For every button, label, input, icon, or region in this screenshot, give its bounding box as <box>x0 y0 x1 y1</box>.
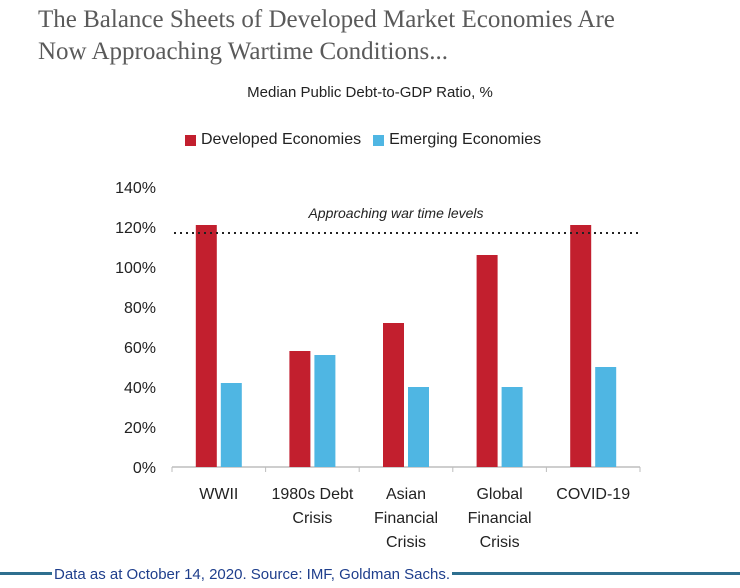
legend-swatch-emerging <box>373 134 385 146</box>
x-category-label: Global <box>476 486 522 503</box>
legend-label-developed: Developed Economies <box>201 131 362 148</box>
legend-label-emerging: Emerging Economies <box>389 131 542 148</box>
y-tick-label: 100% <box>115 260 156 277</box>
x-category-label: Crisis <box>386 534 426 551</box>
y-tick-label: 0% <box>133 460 156 477</box>
x-category-label: 1980s Debt <box>271 486 353 503</box>
y-tick-label: 40% <box>124 380 156 397</box>
bar-emerging <box>595 367 617 467</box>
legend-item-emerging: Emerging Economies <box>373 131 541 149</box>
bar-developed <box>195 225 217 467</box>
bar-developed <box>383 323 404 467</box>
title-line-2: Now Approaching Wartime Conditions... <box>38 38 448 65</box>
y-tick-label: 120% <box>115 220 156 237</box>
legend-swatch-developed <box>185 134 196 146</box>
x-category-label: WWII <box>199 486 238 503</box>
x-category-label: Crisis <box>292 510 332 527</box>
bar-emerging <box>314 355 336 467</box>
x-category-label: COVID-19 <box>556 486 630 503</box>
x-category-label: Financial <box>468 510 532 527</box>
reference-line-label: Approaching war time levels <box>307 205 483 221</box>
x-category-label: Crisis <box>480 534 520 551</box>
x-category-label: Financial <box>374 510 438 527</box>
bar-chart: 0% 20% 40% 60% 80% 100% 120% 140% WWII 1980s Debt… <box>115 180 641 551</box>
bar-developed <box>570 225 592 467</box>
source-note: Data as at October 14, 2020. Source: IMF… <box>52 566 453 583</box>
y-tick-label: 60% <box>124 340 156 357</box>
title-line-1: The Balance Sheets of Developed Market E… <box>38 6 615 33</box>
bar-developed <box>289 351 311 467</box>
bar-emerging <box>501 387 523 467</box>
y-tick-label: 140% <box>115 180 156 197</box>
y-tick-label: 20% <box>124 420 156 437</box>
bar-emerging <box>220 383 242 467</box>
x-category-label: Asian <box>386 486 426 503</box>
y-tick-label: 80% <box>124 300 156 317</box>
chart-legend: Developed Economies Emerging Economies <box>185 131 541 149</box>
legend-item-developed: Developed Economies <box>185 131 361 149</box>
bar-emerging <box>408 387 429 467</box>
chart-subtitle: Median Public Debt-to-GDP Ratio, % <box>247 84 493 101</box>
bar-developed <box>476 255 498 467</box>
chart-title: The Balance Sheets of Developed Market E… <box>38 4 728 68</box>
